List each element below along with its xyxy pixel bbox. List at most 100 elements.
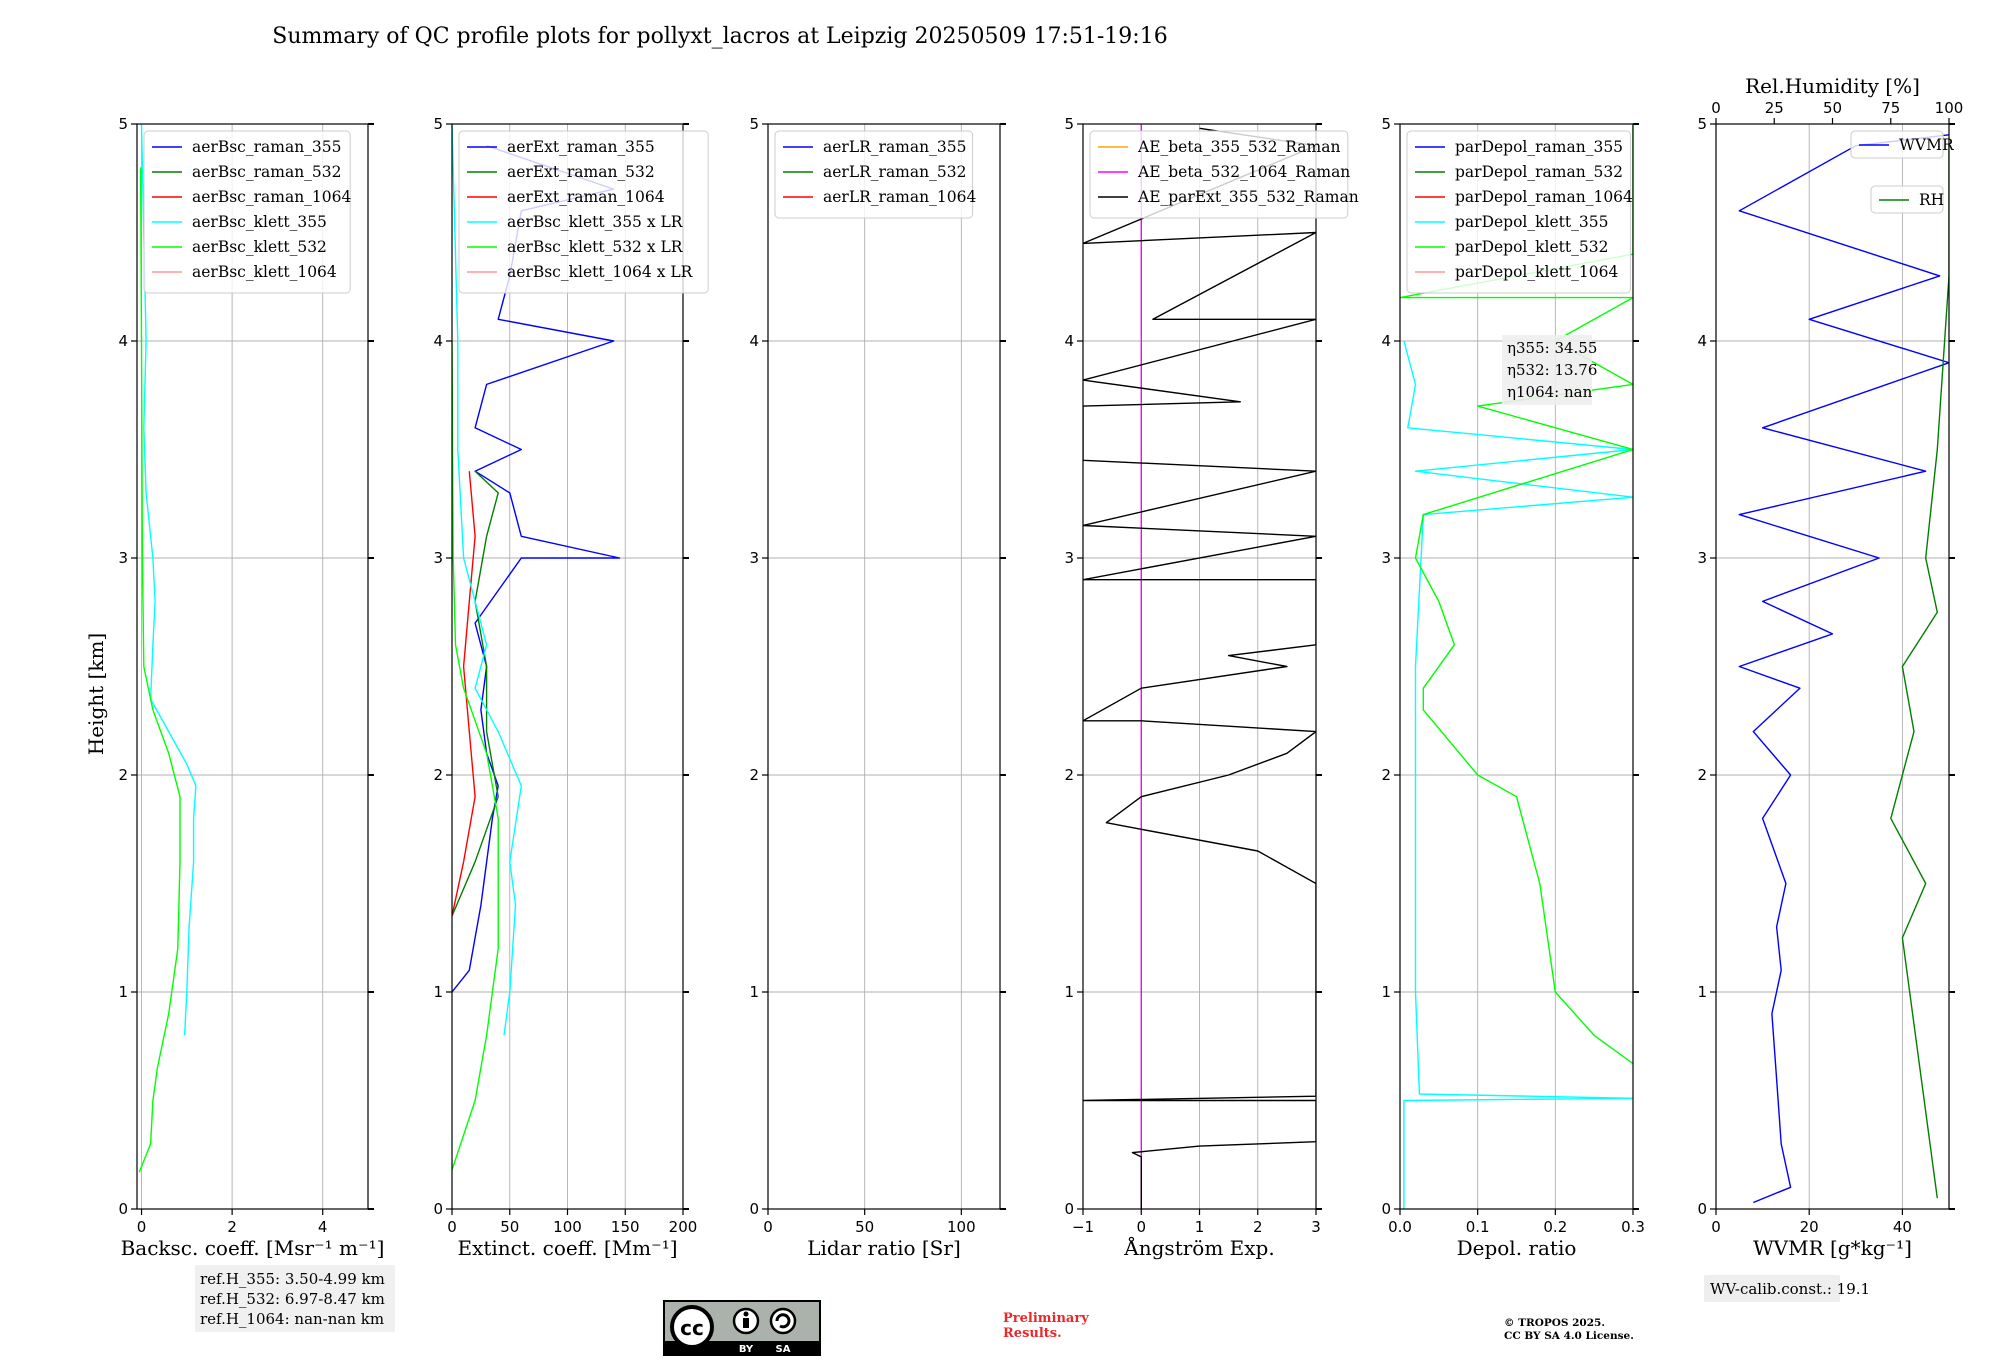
- legend-box: [774, 130, 974, 219]
- ref-height-532: ref.H_532: 6.97-8.47 km: [200, 1290, 385, 1308]
- legend-item: aerBsc_klett_1064: [192, 263, 337, 281]
- legend-item: parDepol_raman_532: [1455, 163, 1623, 181]
- y-tick-label: 5: [1064, 115, 1074, 133]
- badge-by-label: BY: [739, 1344, 754, 1355]
- legend-item: AE_beta_355_532_Raman: [1137, 138, 1340, 156]
- legend-item: AE_parExt_355_532_Raman: [1137, 188, 1359, 206]
- series-group: [1083, 124, 1316, 1209]
- legend-item: parDepol_klett_532: [1455, 238, 1608, 256]
- x-tick-label: 0.1: [1466, 1218, 1490, 1236]
- y-tick-label: 5: [1697, 115, 1707, 133]
- depol-annotation-bg: [1502, 335, 1592, 405]
- ref-height-355: ref.H_355: 3.50-4.99 km: [200, 1270, 385, 1288]
- axes-frame: [136, 123, 369, 1210]
- legend-box: [458, 130, 709, 294]
- x-axis-label: Ångström Exp.: [1123, 1235, 1274, 1260]
- x-tick-label: 2: [227, 1218, 237, 1236]
- y-tick-label: 3: [749, 549, 759, 567]
- legend-item: WVMR: [1899, 136, 1955, 154]
- series-group: [1400, 124, 1633, 1209]
- y-tick-label: 3: [1064, 549, 1074, 567]
- legend-item: aerBsc_klett_355: [192, 213, 327, 231]
- legend-item: aerBsc_klett_532: [192, 238, 327, 256]
- y-tick-label: 0: [1064, 1200, 1074, 1218]
- x-tick-label: 50: [855, 1218, 874, 1236]
- y-tick-label: 1: [1697, 983, 1707, 1001]
- series-group: [452, 124, 621, 1171]
- series-line-ae-parext-355-532-raman: [1083, 127, 1316, 1209]
- legend-item: parDepol_klett_355: [1455, 213, 1608, 231]
- ref-height-1064: ref.H_1064: nan-nan km: [200, 1310, 384, 1328]
- cc-circle-icon: [670, 1305, 714, 1349]
- y-tick-label: 3: [1381, 549, 1391, 567]
- x-tick-label: 4: [318, 1218, 328, 1236]
- legend-item: aerBsc_klett_532 x LR: [507, 238, 684, 256]
- legend-box: [1089, 130, 1349, 219]
- x-tick-label: 0.3: [1621, 1218, 1645, 1236]
- legend: aerExt_raman_355 aerExt_raman_532 aerExt_r…: [458, 130, 709, 294]
- top-x-tick-label: 50: [1823, 99, 1842, 117]
- y-tick-label: 1: [1381, 983, 1391, 1001]
- legend-item: aerLR_raman_1064: [823, 188, 976, 206]
- y-tick-label: 5: [118, 115, 128, 133]
- x-tick-label: −1: [1072, 1218, 1094, 1236]
- y-tick-label: 0: [1381, 1200, 1391, 1218]
- y-tick-label: 4: [1381, 332, 1391, 350]
- sa-arrow-icon: [775, 1313, 791, 1329]
- y-tick-label: 4: [1064, 332, 1074, 350]
- x-axis-label: Backsc. coeff. [Msr⁻¹ m⁻¹]: [121, 1236, 385, 1260]
- y-tick-label: 0: [118, 1200, 128, 1218]
- top-x-tick-label: 0: [1711, 99, 1721, 117]
- x-tick-label: 0: [763, 1218, 773, 1236]
- x-axis-label: Depol. ratio: [1457, 1236, 1577, 1260]
- x-tick-label: 20: [1800, 1218, 1819, 1236]
- y-tick-label: 4: [749, 332, 759, 350]
- preliminary-line-2: Results.: [1003, 1326, 1062, 1341]
- y-tick-label: 5: [1381, 115, 1391, 133]
- figure-title: Summary of QC profile plots for pollyxt_…: [272, 24, 1167, 49]
- y-tick-label: 2: [1697, 766, 1707, 784]
- x-tick-label: 100: [947, 1218, 976, 1236]
- copyright-line-1: © TROPOS 2025.: [1504, 1317, 1605, 1329]
- legend-item: aerExt_raman_532: [507, 163, 655, 181]
- legend-item: parDepol_raman_1064: [1455, 188, 1633, 206]
- legend: RH: [1870, 185, 1944, 214]
- legend: aerLR_raman_355 aerLR_raman_532 aerLR_rama…: [774, 130, 976, 219]
- y-tick-label: 5: [433, 115, 443, 133]
- legend: aerBsc_raman_355 aerBsc_raman_532 aerBsc_r…: [143, 130, 352, 294]
- cc-by-sa-icon: cc BY SA: [663, 1300, 821, 1356]
- x-tick-label: 200: [669, 1218, 698, 1236]
- y-tick-label: 5: [749, 115, 759, 133]
- depol-annotation-line: η532: 13.76: [1507, 361, 1597, 379]
- badge-sa-label: SA: [776, 1344, 791, 1355]
- x-tick-label: 3: [1311, 1218, 1321, 1236]
- y-tick-label: 2: [749, 766, 759, 784]
- ref-height-box-bg: [195, 1265, 395, 1332]
- cc-letters-icon: cc: [680, 1316, 704, 1340]
- legend-item: aerExt_raman_1064: [507, 188, 665, 206]
- x-tick-label: 0: [1711, 1218, 1721, 1236]
- x-tick-label: 0: [447, 1218, 457, 1236]
- x-tick-label: 150: [611, 1218, 640, 1236]
- by-person-body-icon: [743, 1318, 749, 1328]
- series-line-wvmr: [1738, 134, 1949, 1204]
- x-tick-label: 0.2: [1543, 1218, 1567, 1236]
- y-tick-label: 0: [433, 1200, 443, 1218]
- depol-annotation: η355: 34.55 η532: 13.76 η1064: nan: [1502, 335, 1597, 405]
- y-tick-label: 4: [1697, 332, 1707, 350]
- x-axis-label: Extinct. coeff. [Mm⁻¹]: [457, 1236, 677, 1260]
- legend: parDepol_raman_355 parDepol_raman_532 parD…: [1406, 130, 1633, 294]
- y-tick-label: 2: [1064, 766, 1074, 784]
- wv-calib-text: WV-calib.const.: 19.1: [1710, 1280, 1870, 1298]
- legend-box: [1406, 130, 1631, 294]
- legend: WVMR: [1850, 130, 1955, 159]
- series-line-pardepol-klett-355: [1403, 340, 1633, 1209]
- legend-item: aerBsc_raman_532: [192, 163, 342, 181]
- x-tick-label: 40: [1893, 1218, 1912, 1236]
- y-tick-label: 0: [749, 1200, 759, 1218]
